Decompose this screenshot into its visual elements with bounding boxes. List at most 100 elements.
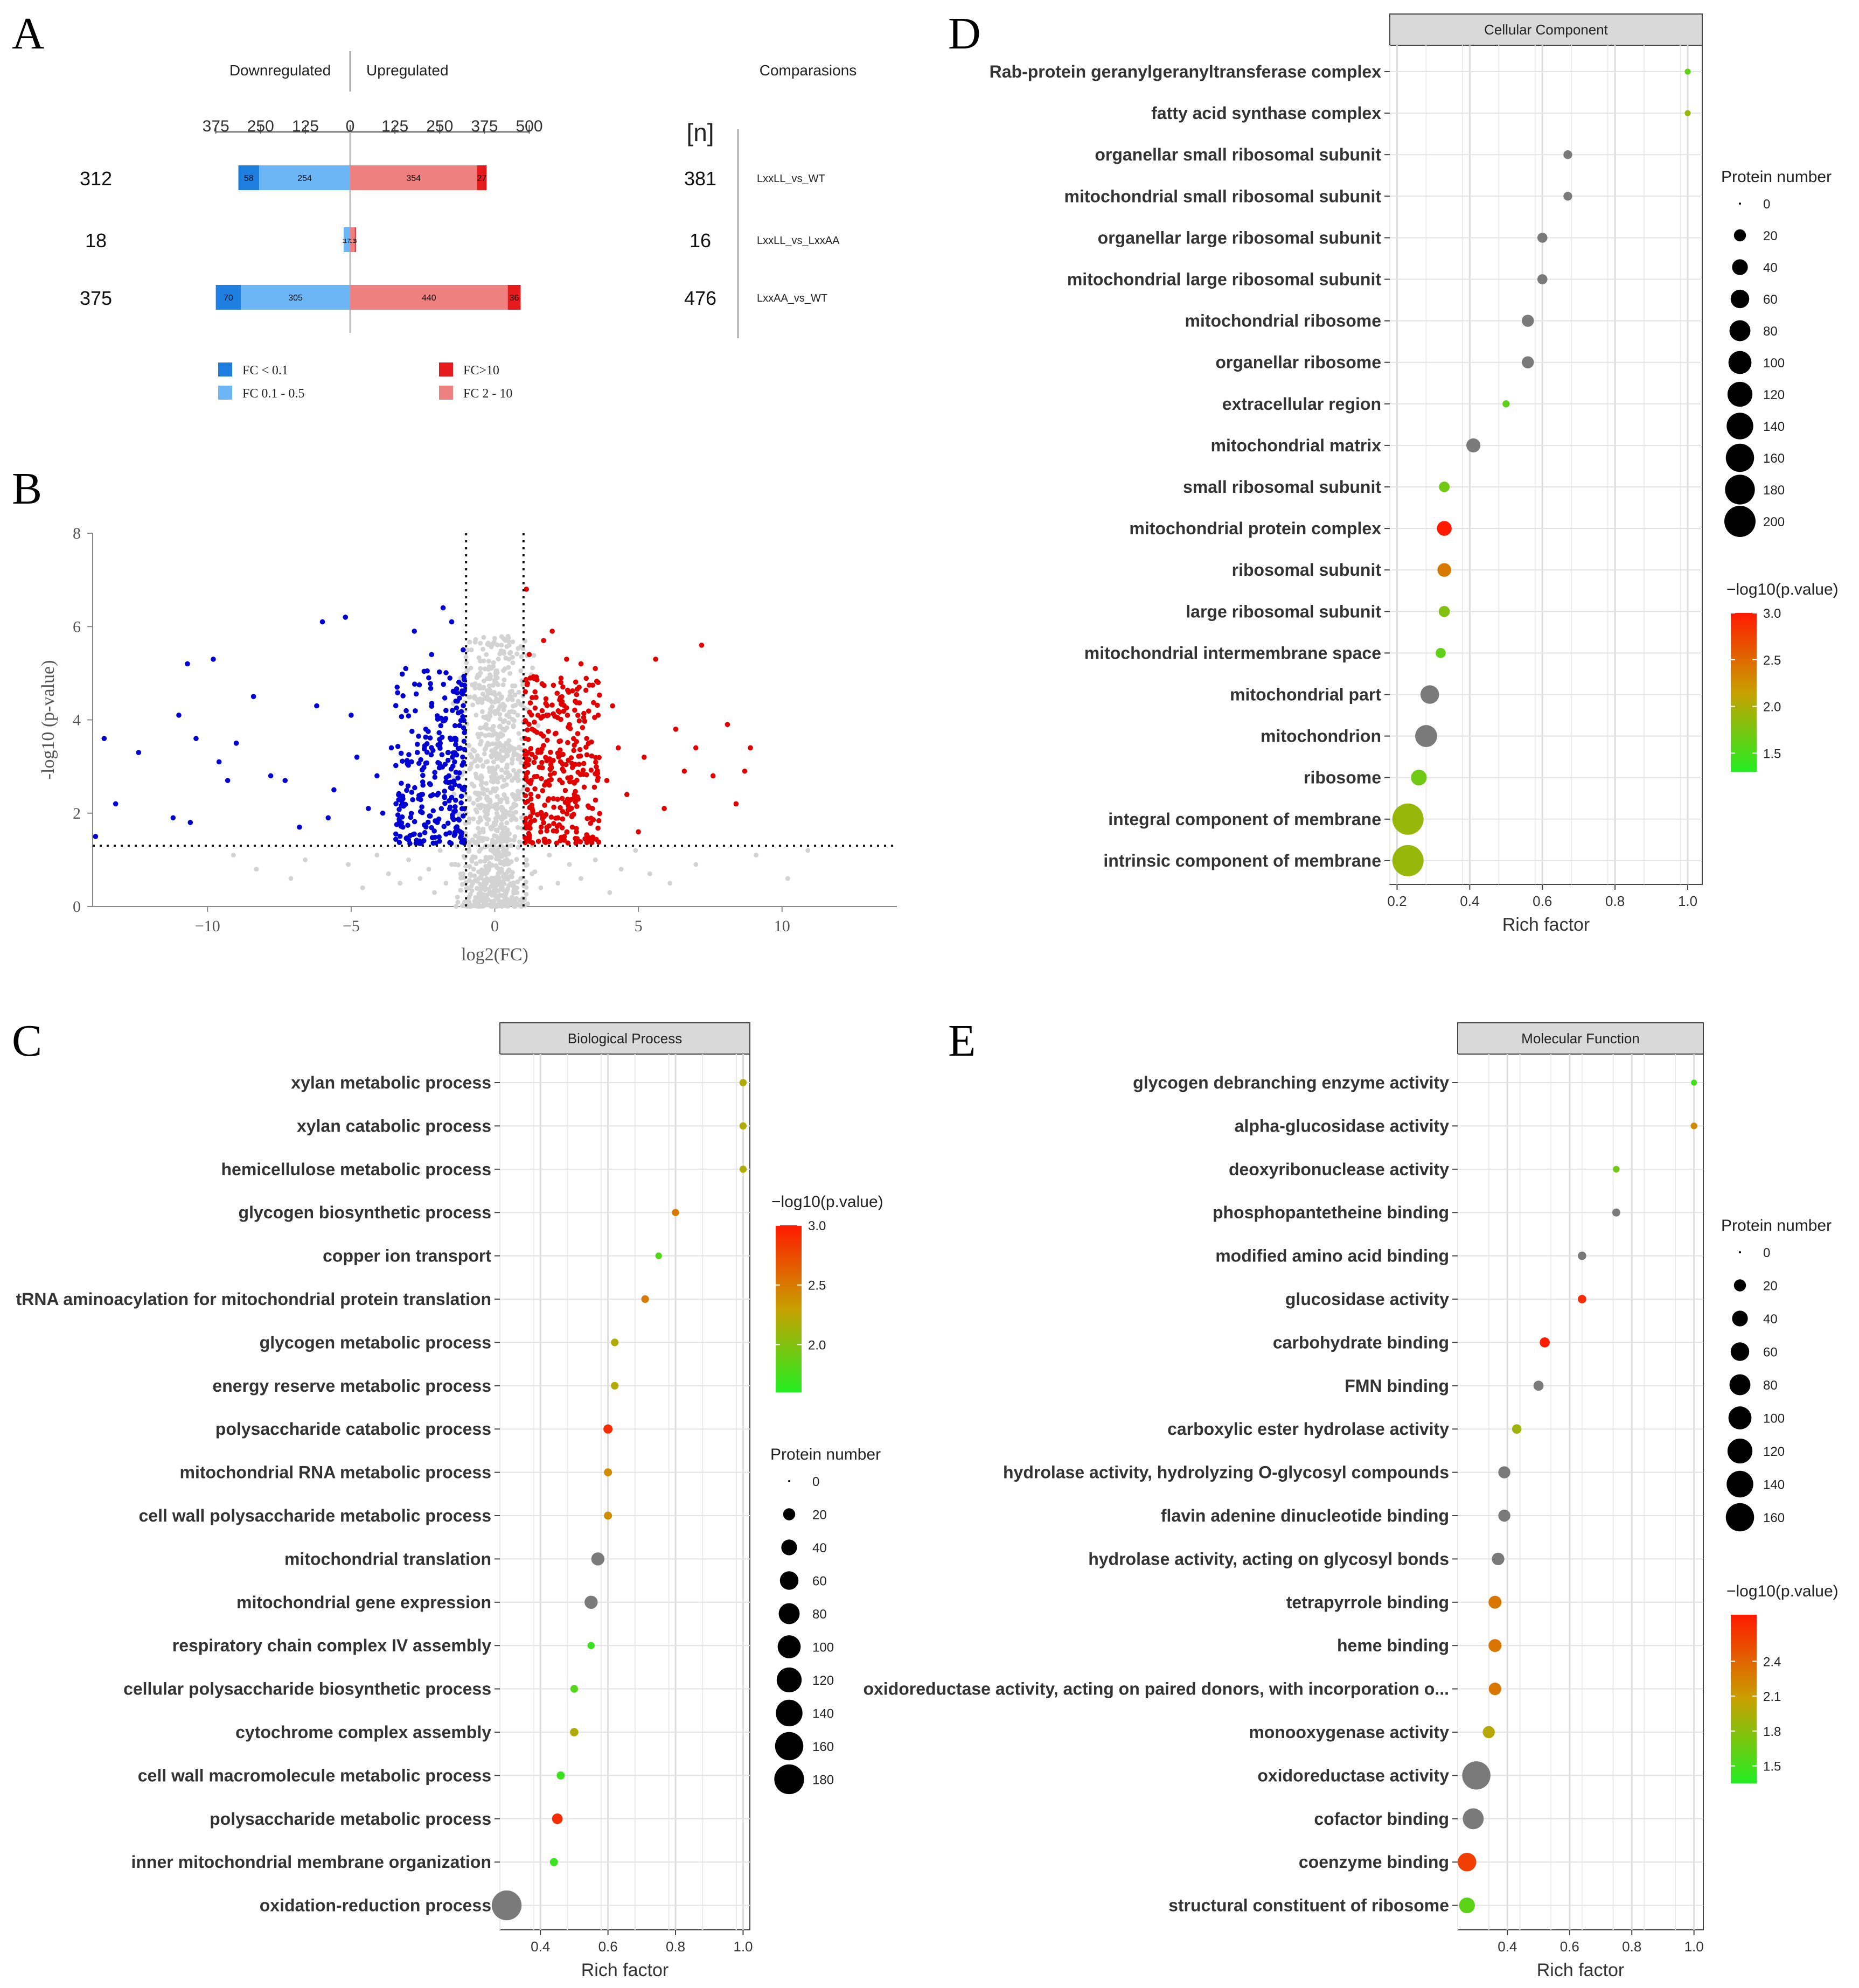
b-up-point [581, 761, 587, 766]
c-size-legend-label: 160 [812, 1740, 834, 1754]
b-ns-point [484, 694, 490, 699]
b-ns-point [521, 787, 526, 792]
b-up-point [548, 814, 554, 820]
b-ns-point [475, 839, 481, 844]
d-bubble [1502, 400, 1510, 408]
c-bubble [604, 1468, 612, 1477]
b-down-point [451, 833, 457, 838]
b-up-point [525, 736, 531, 742]
b-ns-point [478, 640, 483, 646]
b-down-point [432, 775, 438, 780]
b-up-point [523, 815, 529, 821]
e-strip [1457, 1022, 1704, 1055]
b-down-point [396, 840, 402, 845]
e-term-label: hydrolase activity, acting on glycosyl b… [1088, 1549, 1449, 1568]
a-up-total: 381 [684, 168, 716, 190]
b-up-point [591, 784, 597, 790]
c-size-legend-dot [776, 1667, 802, 1693]
b-x-axis-title: log2(FC) [461, 945, 528, 965]
b-down-point [419, 841, 424, 846]
d-size-legend-dot [1725, 443, 1754, 472]
b-ns-point [618, 867, 624, 872]
b-ns-point [484, 688, 490, 693]
b-ns-point [500, 806, 505, 811]
b-up-point [528, 819, 534, 825]
b-down-point [430, 808, 436, 814]
d-size-legend-label: 0 [1763, 197, 1770, 212]
b-down-point [233, 741, 239, 746]
e-size-legend-dot [1729, 1374, 1751, 1396]
b-down-point [422, 830, 428, 835]
b-ns-point [484, 881, 489, 886]
b-ns-point [484, 781, 489, 786]
b-down-point [440, 605, 446, 611]
d-term-label: integral component of membrane [1108, 810, 1381, 829]
c-strip-label: Biological Process [568, 1030, 682, 1047]
b-down-point [374, 773, 380, 779]
e-bubble [1498, 1509, 1510, 1522]
e-term-label: tetrapyrrole binding [1286, 1593, 1449, 1612]
b-ns-point [484, 759, 489, 765]
b-up-point [539, 776, 544, 782]
a-bar-label: 440 [422, 294, 436, 303]
b-ns-point [501, 649, 506, 654]
b-up-point [583, 687, 589, 693]
b-ns-point [469, 755, 475, 760]
d-bubble [1415, 725, 1437, 748]
b-down-point [456, 817, 462, 823]
b-up-point [533, 694, 539, 700]
c-term-label: glycogen biosynthetic process [239, 1203, 491, 1222]
b-down-point [452, 782, 458, 787]
c-size-legend-dot [776, 1699, 803, 1727]
b-down-point [394, 822, 400, 827]
b-up-point [593, 755, 598, 761]
c-size-legend-dot [783, 1508, 796, 1520]
b-up-point [532, 786, 538, 792]
b-ns-point [483, 855, 489, 860]
b-up-point [564, 811, 570, 817]
b-ns-point [805, 848, 811, 853]
b-down-point [325, 815, 331, 821]
e-colorbar [1731, 1615, 1757, 1783]
c-bubble [641, 1295, 649, 1303]
b-up-point [544, 828, 550, 834]
d-term-label: fatty acid synthase complex [1151, 103, 1381, 123]
d-size-legend-dot [1726, 413, 1753, 440]
b-ns-point [499, 768, 504, 773]
d-bubble [1684, 68, 1691, 75]
a-bar-label: 354 [406, 174, 421, 183]
b-up-point [561, 768, 567, 774]
b-down-point [419, 804, 424, 810]
b-ns-point [785, 876, 790, 881]
b-ns-point [502, 677, 507, 682]
d-term-label: organellar large ribosomal subunit [1098, 228, 1382, 247]
b-ns-point [498, 703, 503, 709]
b-down-point [409, 759, 414, 765]
d-bubble [1537, 274, 1548, 284]
c-term-label: polysaccharide catabolic process [215, 1419, 491, 1439]
b-ns-point [505, 770, 510, 775]
b-up-point [526, 831, 532, 836]
b-up-point [538, 829, 544, 835]
b-down-point [420, 782, 426, 788]
b-up-point [566, 807, 571, 813]
b-up-point [524, 682, 530, 688]
b-x-tick-label: 0 [491, 917, 499, 935]
a-legend-label: FC 2 - 10 [463, 387, 512, 401]
d-term-label: mitochondrial part [1230, 685, 1381, 704]
a-bar-label: 17 [344, 238, 350, 245]
e-term-label: hydrolase activity, hydrolyzing O-glycos… [1003, 1463, 1449, 1482]
a-bar-fc-2-10 [350, 285, 508, 310]
b-up-point [581, 710, 587, 716]
b-down-point [408, 811, 414, 817]
b-down-point [395, 812, 401, 818]
b-ns-point [499, 817, 505, 822]
b-ns-point [481, 786, 486, 792]
b-ns-point [477, 848, 482, 854]
b-ns-point [501, 835, 506, 841]
b-up-point [551, 828, 556, 834]
b-ns-point [509, 806, 514, 811]
b-ns-point [667, 881, 673, 886]
d-size-legend-dot [1727, 381, 1753, 407]
